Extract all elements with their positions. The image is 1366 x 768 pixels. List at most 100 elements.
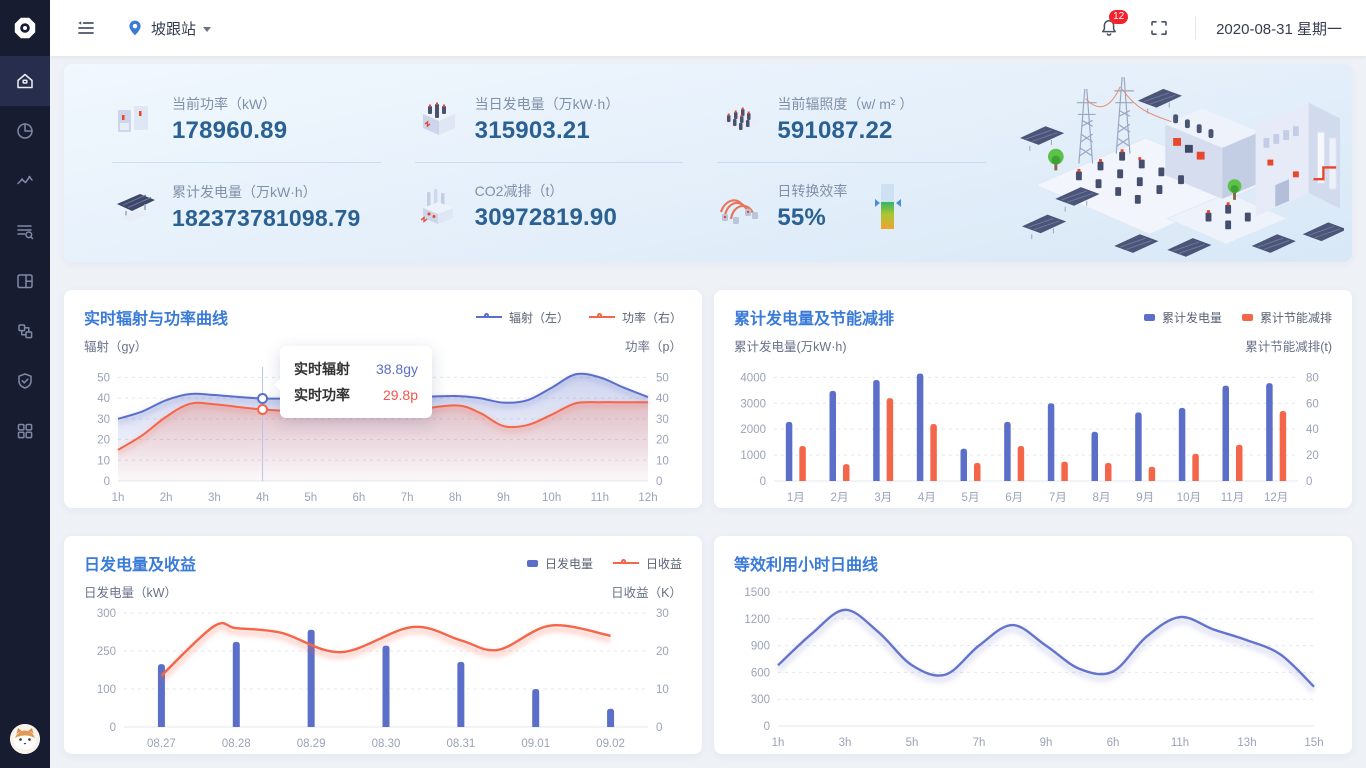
stat-label: 累计发电量（万kW·h） (172, 183, 317, 200)
legend-cumulative-generation[interactable]: 累计发电量 (1143, 309, 1222, 326)
legend-power[interactable]: 功率（右） (588, 309, 682, 326)
menu-fold-button[interactable] (76, 18, 96, 38)
kpi-banner: 当前功率（kW） 178960.89 当日发电量（万kW·h） 315903.2… (64, 64, 1352, 262)
pipeline-icon (720, 198, 759, 224)
fullscreen-icon (1151, 21, 1167, 35)
svg-text:20: 20 (1306, 450, 1319, 462)
line-marker-icon (475, 312, 502, 318)
svg-text:5h: 5h (906, 737, 919, 749)
legend-daily-generation[interactable]: 日发电量 (526, 555, 593, 572)
user-avatar[interactable] (10, 724, 40, 754)
svg-text:08.29: 08.29 (297, 738, 326, 750)
svg-text:250: 250 (97, 646, 116, 658)
equivalent-hours-chart[interactable]: 0 300 600 900 1200 1500 1h 3h 5h 7h 9h 6h 11h 13h 15h (734, 584, 1332, 754)
svg-text:7月: 7月 (1049, 492, 1067, 504)
stat-label: CO2减排（t） (474, 183, 564, 199)
stat-irradiance: 当前辐照度（w/ m² ） 591087.22 (717, 76, 986, 163)
chevron-down-icon (203, 26, 212, 32)
svg-text:1h: 1h (772, 737, 785, 749)
sidebar-item-home[interactable] (0, 56, 50, 106)
factory-icon (420, 188, 453, 224)
svg-text:1200: 1200 (744, 614, 770, 626)
svg-text:4h: 4h (256, 492, 269, 504)
tree (1227, 179, 1242, 200)
svg-text:30: 30 (656, 414, 669, 426)
plant-illustration-art (1020, 77, 1344, 257)
svg-text:2h: 2h (160, 492, 173, 504)
card-title: 日发电量及收益 (84, 557, 197, 574)
home-icon (17, 73, 33, 89)
svg-text:50: 50 (656, 372, 669, 384)
cumulative-bar-chart[interactable]: 0 0 1000 20 2000 40 3000 60 4000 80 1月 2月 3月 4月 5月 6月 7月… (734, 357, 1332, 509)
sidebar-item-monitoring[interactable] (0, 156, 50, 206)
svg-text:09.02: 09.02 (596, 738, 625, 750)
legend-daily-revenue[interactable]: 日收益 (612, 555, 682, 572)
stat-label: 当前功率（kW） (172, 95, 277, 112)
svg-text:4月: 4月 (918, 492, 936, 504)
svg-text:08.30: 08.30 (372, 738, 401, 750)
station-name: 坡跟站 (151, 20, 197, 38)
svg-text:9月: 9月 (1136, 492, 1154, 504)
y-axis-label-right: 日收益（K） (611, 586, 682, 600)
svg-text:11h: 11h (1171, 737, 1189, 749)
svg-text:20: 20 (656, 646, 669, 658)
card-cumulative-generation: 累计发电量及节能减排 累计发电量 累计节能减排 累计发电量(万kW·h) 累计节… (714, 290, 1352, 508)
transformer-studs (1075, 149, 1251, 230)
card-daily-generation-revenue: 日发电量及收益 日发电量 日收益 日发电量（kW） 日收益（K） 0 0 100 10… (64, 536, 702, 754)
svg-text:900: 900 (751, 641, 770, 653)
sidebar-item-devices[interactable] (0, 306, 50, 356)
stat-value: 182373781098.79 (172, 204, 361, 231)
activity-icon (17, 175, 33, 185)
svg-text:15h: 15h (1304, 737, 1323, 749)
svg-text:30: 30 (656, 608, 669, 620)
svg-text:30: 30 (97, 414, 110, 426)
sidebar-item-security[interactable] (0, 356, 50, 406)
svg-text:12月: 12月 (1264, 492, 1288, 504)
sidebar-item-dashboard[interactable] (0, 256, 50, 306)
daily-bar-line-chart[interactable]: 0 0 100 10 250 20 300 30 08.27 08.28 08.29 08.30 08.… (84, 603, 682, 755)
svg-text:40: 40 (656, 393, 669, 405)
card-title: 累计发电量及节能减排 (734, 311, 895, 328)
svg-text:0: 0 (760, 476, 766, 488)
svg-text:7h: 7h (401, 492, 414, 504)
y-axis-label-right: 累计节能减排(t) (1245, 340, 1332, 354)
plant-illustration (1020, 64, 1352, 262)
solar-panels (1020, 88, 1344, 257)
main-content: 当前功率（kW） 178960.89 当日发电量（万kW·h） 315903.2… (50, 56, 1366, 768)
legend-radiation[interactable]: 辐射（左） (475, 309, 569, 326)
location-pin-icon (129, 20, 141, 36)
svg-text:600: 600 (751, 667, 770, 679)
svg-text:7h: 7h (973, 737, 986, 749)
notifications-button[interactable]: 12 (1099, 10, 1129, 38)
svg-text:10h: 10h (542, 492, 561, 504)
svg-text:11月: 11月 (1221, 492, 1244, 504)
svg-text:0: 0 (656, 476, 662, 488)
svg-text:13h: 13h (1237, 737, 1256, 749)
kpi-stats: 当前功率（kW） 178960.89 当日发电量（万kW·h） 315903.2… (64, 64, 1020, 262)
aperture-logo-icon (14, 17, 36, 39)
stat-conversion-efficiency: 日转换效率 55% (717, 163, 986, 250)
svg-text:20: 20 (656, 435, 669, 447)
svg-text:60: 60 (1306, 398, 1319, 410)
legend-cumulative-saving[interactable]: 累计节能减排 (1241, 309, 1332, 326)
svg-text:0: 0 (110, 722, 116, 734)
fullscreen-button[interactable] (1149, 18, 1169, 38)
power-cabinet-icon (118, 102, 150, 132)
transformer-icon (422, 102, 455, 135)
svg-text:300: 300 (97, 608, 116, 620)
station-selector[interactable]: 坡跟站 (126, 18, 212, 39)
radiation-power-chart[interactable]: 0 0 10 10 20 20 30 30 40 40 50 50 1h 2h 3h 4h 5h 6h 7h 8h 9h… (84, 357, 682, 509)
svg-text:5月: 5月 (962, 492, 980, 504)
svg-text:10月: 10月 (1177, 492, 1201, 504)
sidebar-item-logs[interactable] (0, 206, 50, 256)
sidebar-item-apps[interactable] (0, 406, 50, 456)
card-title: 等效利用小时日曲线 (734, 557, 879, 574)
svg-text:2000: 2000 (740, 424, 766, 436)
shiba-avatar-icon (10, 724, 40, 754)
svg-text:08.31: 08.31 (446, 738, 475, 750)
stat-label: 当日发电量（万kW·h） (474, 95, 620, 112)
gauge-marker-left (875, 198, 881, 207)
app-logo[interactable] (0, 0, 50, 56)
sidebar-item-analytics[interactable] (0, 106, 50, 156)
tooltip-value: 29.8p (382, 387, 418, 403)
